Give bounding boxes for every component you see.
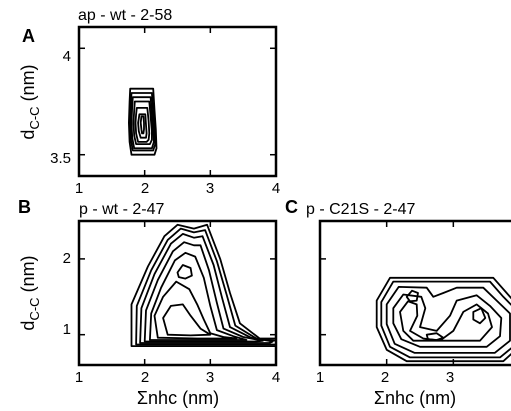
panel-b-contour-line-7: [162, 303, 212, 337]
panel-a-ylabel: dC-C (nm): [18, 64, 42, 139]
panel-c-contour-line-2: [380, 280, 511, 359]
panel-b-contour-line-8: [176, 264, 193, 280]
panel-letter-c: C: [285, 197, 298, 217]
panel-c-title: p - C21S - 2-47: [306, 201, 415, 218]
panel-b-contour-line-1: [130, 223, 277, 348]
panel-c: C p - C21S - 2-47 1 2 3 Σnhc (nm): [285, 197, 511, 408]
panel-c-contour-line-3: [385, 285, 511, 354]
panel-b-contour-line-2: [135, 227, 277, 346]
panel-a-ticks: [78, 27, 277, 176]
panel-a-xtick-label-3: 3: [206, 180, 214, 197]
panel-a-contour-line-6: [137, 113, 148, 139]
panel-letter-a: A: [22, 26, 35, 46]
panel-a-contour-line-3: [130, 96, 155, 150]
panel-a-contour-line-1: [127, 87, 158, 156]
panel-c-ticks: [319, 221, 455, 365]
panel-c-xtick-label-2: 2: [381, 369, 389, 386]
panel-c-contours: [375, 276, 511, 363]
panel-b-contours: [130, 223, 277, 348]
panel-a-contour-line-5: [134, 107, 151, 143]
panel-b-xtick-label-4: 4: [272, 369, 280, 386]
panel-c-frame: [318, 219, 511, 367]
panel-a-contour-line-2: [129, 92, 157, 152]
panel-c-contour-line-4: [392, 293, 503, 348]
panel-b-ytick-label-1: 1: [63, 321, 71, 338]
panel-b-ytick-label-2: 2: [63, 250, 71, 267]
panel-b-xtick-label-2: 2: [141, 369, 149, 386]
panel-b-contour-line-6: [153, 280, 238, 340]
panel-a-contours: [127, 87, 158, 156]
panel-a-xtick-label-4: 4: [272, 180, 280, 197]
panel-a-frame: [77, 25, 278, 178]
panel-b-xtick-label-1: 1: [75, 369, 83, 386]
panel-b-ticks: [78, 221, 277, 365]
panel-b: B p - wt - 2-47 2 1 1 2 3 4 dC-C (nm) Σn…: [18, 197, 280, 408]
panel-a-xtick-label-1: 1: [75, 180, 83, 197]
panel-a-contour-line-7: [139, 115, 145, 135]
panel-a-xtick-label-2: 2: [141, 180, 149, 197]
panel-b-xlabel: Σnhc (nm): [137, 388, 219, 408]
panel-letter-b: B: [18, 197, 31, 217]
panel-c-contour-line-8: [425, 332, 445, 341]
panel-c-contour-line-1: [375, 276, 511, 363]
panel-b-contour-line-3: [139, 232, 274, 344]
panel-c-xlabel: Σnhc (nm): [374, 388, 456, 408]
panel-b-xtick-label-3: 3: [206, 369, 214, 386]
panel-c-xtick-label-1: 1: [316, 369, 324, 386]
panel-b-title: p - wt - 2-47: [79, 201, 164, 218]
panel-b-contour-line-4: [143, 241, 264, 343]
panel-a-contour-line-4: [132, 100, 153, 146]
panel-c-contour-line-5: [399, 300, 493, 342]
panel-c-xtick-label-3: 3: [446, 369, 454, 386]
panel-c-contour-line-6: [405, 289, 419, 303]
panel-a-title: ap - wt - 2-58: [78, 7, 172, 24]
panel-b-ylabel: dC-C (nm): [18, 255, 42, 330]
panel-b-contour-line-5: [148, 251, 248, 341]
panel-c-contour-line-7: [472, 307, 487, 325]
panel-a-ytick-label-4: 4: [63, 48, 71, 65]
panel-a-ytick-label-3-5: 3.5: [50, 150, 71, 167]
panel-a: A ap - wt - 2-58 4 3.5 1 2 3 4 dC-C (nm): [18, 7, 280, 197]
panel-b-frame: [77, 219, 278, 367]
